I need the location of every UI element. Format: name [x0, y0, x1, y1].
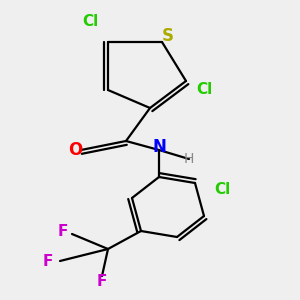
- Text: F: F: [58, 224, 68, 238]
- Text: Cl: Cl: [214, 182, 230, 196]
- Text: H: H: [184, 152, 194, 166]
- Text: Cl: Cl: [196, 82, 212, 98]
- Text: F: F: [97, 274, 107, 290]
- Text: Cl: Cl: [82, 14, 98, 28]
- Text: O: O: [68, 141, 82, 159]
- Text: S: S: [162, 27, 174, 45]
- Text: N: N: [152, 138, 166, 156]
- Text: F: F: [43, 254, 53, 268]
